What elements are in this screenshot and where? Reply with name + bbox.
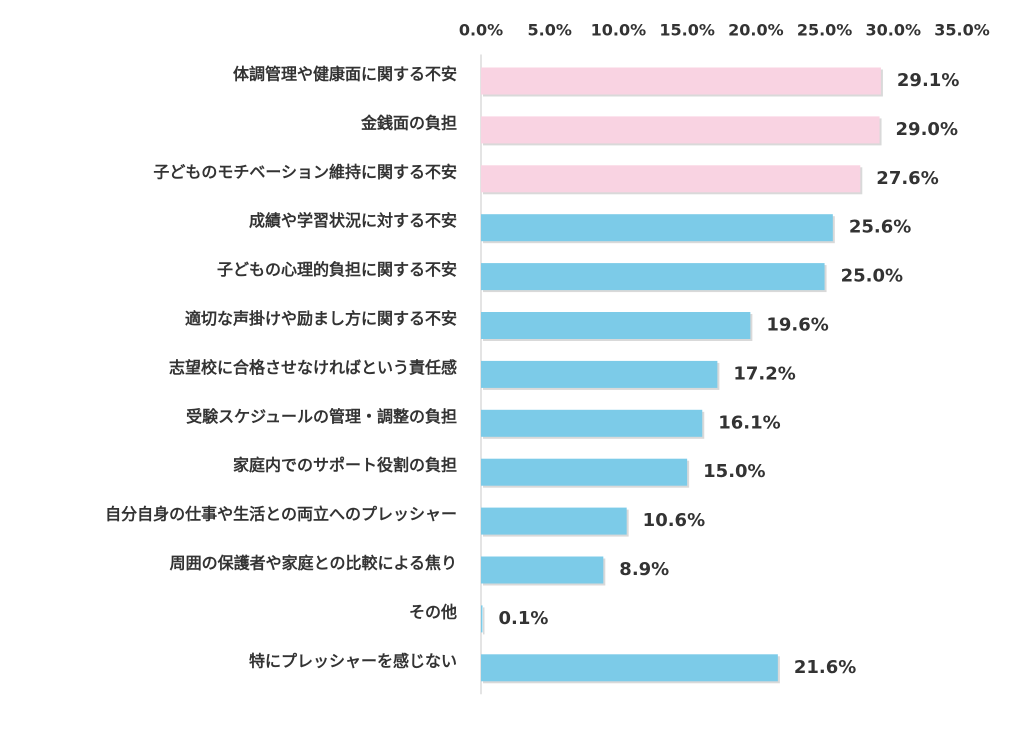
value-labels: 29.1% 29.0% 27.6% 25.6% 25.0% 19.6% 17.2% 16.1%… — [499, 70, 960, 678]
category-label: 体調管理や健康面に関する不安 — [233, 65, 457, 84]
bars — [481, 67, 883, 684]
value-label: 16.1% — [718, 412, 780, 433]
x-tick-label: 0.0% — [459, 21, 503, 40]
category-label: 受験スケジュールの管理・調整の負担 — [186, 407, 457, 426]
bar — [481, 409, 703, 437]
bar — [481, 165, 861, 193]
bar — [481, 654, 778, 682]
value-label: 21.6% — [794, 657, 856, 678]
x-tick-label: 30.0% — [866, 21, 922, 40]
bar — [481, 458, 688, 486]
value-label: 17.2% — [733, 363, 795, 384]
value-label: 15.0% — [703, 461, 765, 482]
category-label: 自分自身の仕事や生活との両立へのプレッシャー — [105, 505, 457, 524]
x-tick-label: 25.0% — [797, 21, 853, 40]
value-label: 25.6% — [849, 217, 911, 238]
value-label: 29.1% — [897, 70, 959, 91]
x-tick-label: 10.0% — [591, 21, 647, 40]
bar — [481, 360, 718, 388]
category-label: 志望校に合格させなければという責任感 — [169, 358, 457, 377]
category-label: その他 — [409, 602, 457, 621]
bar — [481, 214, 833, 242]
category-label: 成績や学習状況に対する不安 — [249, 211, 457, 230]
bar — [481, 312, 751, 339]
x-tick-label: 35.0% — [934, 21, 990, 40]
category-labels: 体調管理や健康面に関する不安金銭面の負担子どものモチベーション維持に関する不安成… — [105, 65, 457, 671]
value-label: 10.6% — [643, 510, 705, 531]
category-label: 特にプレッシャーを感じない — [249, 651, 457, 670]
bar — [481, 556, 604, 584]
category-label: 適切な声掛けや励まし方に関する不安 — [185, 309, 457, 328]
bar — [481, 507, 627, 535]
x-tick-label: 5.0% — [528, 21, 572, 40]
bar — [481, 605, 483, 633]
value-label: 19.6% — [766, 315, 828, 336]
value-label: 29.0% — [896, 119, 958, 140]
bar — [481, 263, 825, 291]
value-label: 25.0% — [841, 266, 903, 287]
category-label: 子どもの心理的負担に関する不安 — [217, 260, 457, 279]
category-label: 家庭内でのサポート役割の負担 — [233, 456, 457, 475]
category-label: 子どものモチベーション維持に関する不安 — [153, 162, 457, 181]
bar — [481, 116, 880, 144]
bar-shadow — [483, 607, 485, 635]
value-label: 0.1% — [499, 608, 549, 629]
x-tick-label: 20.0% — [728, 21, 784, 40]
category-label: 金銭面の負担 — [360, 113, 457, 132]
x-tick-label: 15.0% — [659, 21, 715, 40]
category-label: 周囲の保護者や家庭との比較による焦り — [170, 554, 457, 573]
x-axis-ticks: 0.0% 5.0% 10.0% 15.0% 20.0% 25.0% 30.0% 35.0% — [459, 21, 990, 40]
bar — [481, 67, 881, 95]
value-label: 8.9% — [619, 559, 669, 580]
value-label: 27.6% — [876, 168, 938, 189]
